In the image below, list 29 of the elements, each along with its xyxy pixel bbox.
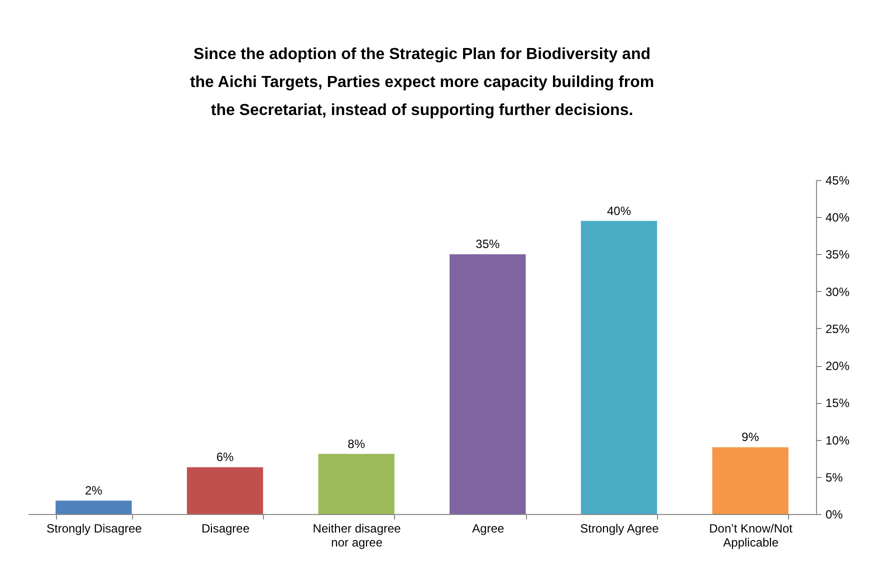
y-tick-label: 30% (826, 284, 850, 299)
x-tick-label: Strongly Agree (580, 522, 660, 536)
data-label: 2% (84, 484, 103, 498)
y-tick-label: 35% (826, 248, 850, 262)
data-label: 40% (606, 204, 632, 218)
x-tick-label: Agree (472, 522, 504, 536)
y-tick-label: 15% (826, 396, 850, 410)
data-label: 8% (348, 436, 366, 451)
x-tick-label: Strongly Disagree (46, 522, 142, 536)
chart-title: Since the adoption of the Strategic Plan for Biodiversity and the Aichi Targets, Parties expect more capacity building from the Secretariat, instead of supporting further decisions. (190, 46, 654, 119)
y-tick-label: 5% (826, 470, 844, 484)
bar (580, 220, 658, 514)
bar (712, 447, 788, 514)
bar (186, 467, 264, 514)
x-tick-label: Disagree (201, 522, 250, 536)
x-tick-label: Don’t Know/Not Applicable (709, 522, 794, 550)
data-label: 35% (476, 237, 500, 252)
y-tick-label: 20% (826, 359, 850, 374)
data-label: 6% (216, 450, 234, 464)
x-tick-label: Neither disagree nor agree (312, 522, 402, 550)
y-tick-label: 25% (826, 322, 850, 336)
bar (56, 500, 132, 514)
y-tick-label: 0% (826, 508, 844, 522)
y-tick-label: 10% (826, 433, 850, 448)
y-tick-label: 45% (826, 174, 850, 188)
data-label: 9% (742, 430, 760, 444)
y-tick-label: 40% (826, 210, 850, 225)
bar (318, 454, 394, 514)
bar (450, 254, 526, 514)
